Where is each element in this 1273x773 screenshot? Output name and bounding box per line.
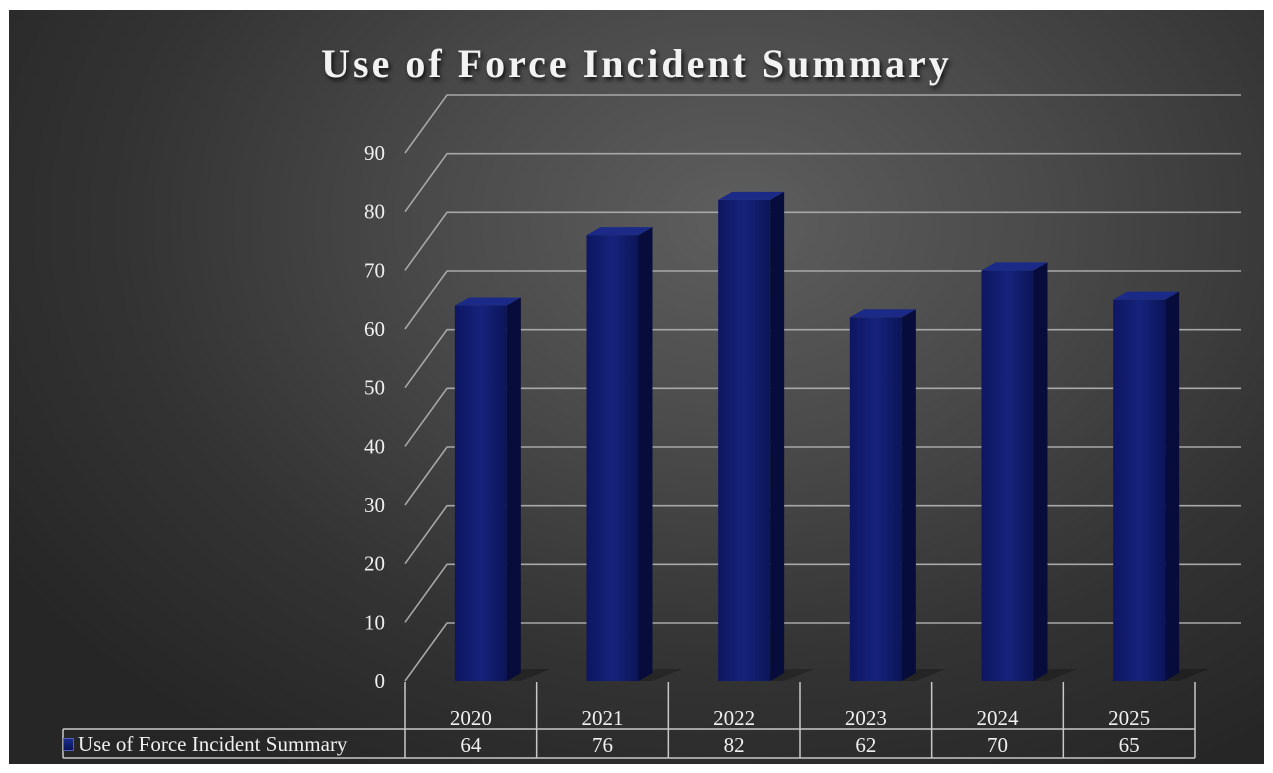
gridline [404,211,1241,271]
bar [849,317,902,681]
y-tick-label: 30 [364,493,385,517]
bar-side [901,309,916,681]
bar-side [1165,291,1180,681]
y-tick-label: 40 [364,434,385,458]
gridline [404,94,1241,154]
x-tick-label: 2022 [713,706,755,730]
gridline [404,504,1241,565]
data-table-value: 70 [987,733,1008,757]
y-tick-label: 70 [364,258,385,282]
x-tick-label: 2024 [977,706,1020,730]
y-tick-label: 0 [375,669,386,693]
bar-side [638,227,653,681]
bar-top [1113,291,1180,300]
bar [454,305,507,681]
bar-side [506,297,521,681]
legend-key-swatch [63,737,74,751]
y-tick-label: 80 [364,200,385,224]
y-tick-label: 10 [364,610,385,634]
chart-frame: Use of Force Incident Summary 0 10 20 30 40 5… [9,10,1264,764]
gridline [404,622,1241,682]
bar [1113,299,1166,681]
bar-chart: 0 10 20 30 40 50 60 70 80 90 2020 64 2021 76 2022 82 20… [62,94,1241,759]
legend-entry: Use of Force Incident Summary [63,729,393,759]
bar [586,235,639,681]
bar-side [770,191,785,681]
x-tick-label: 2023 [845,706,887,730]
gridline [404,446,1241,506]
gridline [404,328,1241,389]
data-table-value: 76 [592,733,613,757]
gridline [404,270,1241,330]
y-tick-label: 50 [364,376,385,400]
y-tick-label: 60 [364,317,385,341]
y-tick-label: 90 [364,141,385,165]
gridline [404,563,1241,623]
data-table-value: 64 [460,733,482,757]
bar-top [586,227,653,236]
x-tick-label: 2021 [582,706,624,730]
bar-side [1033,262,1048,681]
legend-series-name: Use of Force Incident Summary [78,731,348,756]
gridline [404,387,1241,447]
data-table-value: 65 [1119,733,1140,757]
data-table-value: 62 [855,733,876,757]
bar [718,199,771,681]
data-table-value: 82 [724,733,745,757]
bar-top [981,262,1048,271]
x-tick-label: 2020 [450,706,492,730]
chart-title: Use of Force Incident Summary [321,41,952,86]
x-tick-label: 2025 [1108,706,1150,730]
gridline [404,152,1241,213]
y-tick-label: 20 [364,552,385,576]
bar [981,270,1034,681]
bar-top [849,309,916,318]
bar-top [718,191,785,200]
bar-top [454,297,521,306]
